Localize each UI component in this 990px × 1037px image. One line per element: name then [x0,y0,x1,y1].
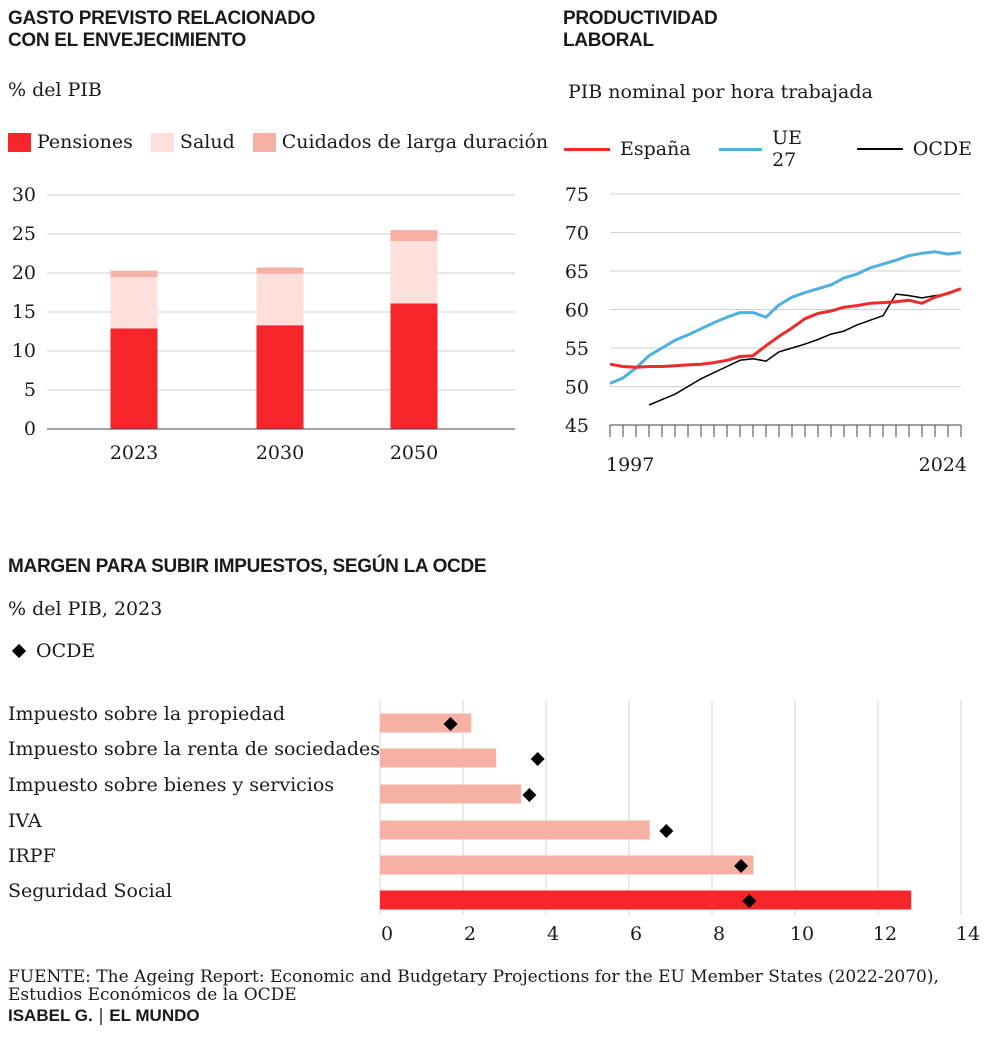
category-label: Impuesto sobre la renta de sociedades [8,738,380,760]
x-tick-label: 2024 [919,454,967,476]
legend-swatch-pensiones [8,132,31,152]
legend-swatch-cuidados [252,132,276,152]
line-series-españa [609,287,962,369]
bar [380,820,650,840]
category-label: Impuesto sobre bienes y servicios [8,774,334,796]
legend-line-ue27 [718,147,763,151]
bar-segment-2050-1 [390,241,438,304]
bar-segment-2023-1 [110,276,158,329]
footer: FUENTE: The Ageing Report: Economic and … [8,968,983,1025]
bar-segment-2023-0 [110,328,158,429]
x-tick-label: 8 [713,923,725,945]
ocde-marker [522,788,537,802]
x-tick-label: 2023 [110,442,158,464]
y-tick-label: 60 [565,300,589,322]
credit-line: ISABEL G. | EL MUNDO [8,1006,200,1026]
legend-item-espana: España [564,138,691,160]
y-tick-label: 15 [12,301,36,323]
tax-margin-bar-chart: 0 2 4 6 8 10 12 14 Impuesto sobre la propiedad Im… [8,700,980,945]
right-chart-title: PRODUCTIVIDAD LABORAL [563,8,718,51]
legend-item-pensiones: Pensiones [8,131,133,153]
y-tick-label: 65 [565,261,589,283]
y-tick-label: 25 [12,223,36,245]
x-tick-label: 0 [381,923,393,945]
category-label: Impuesto sobre la propiedad [8,703,285,725]
y-tick-label: 5 [24,379,36,401]
legend-item-ue27: UE 27 [718,127,829,171]
x-tick-label: 2030 [256,442,304,464]
y-tick-label: 45 [565,415,589,437]
x-tick-label: 10 [790,923,814,945]
left-chart-title: GASTO PREVISTO RELACIONADO CON EL ENVEJE… [8,8,316,51]
bar-segment-2030-1 [256,273,304,326]
bar [380,890,912,910]
y-tick-label: 75 [565,184,589,206]
legend-line-espana [564,147,610,151]
legend-line-ocde [856,148,903,150]
x-tick-label: 1997 [606,454,654,476]
bar-segment-2023-2 [110,270,158,277]
bar-segment-2050-0 [390,303,438,429]
category-label: IRPF [8,845,56,867]
legend-swatch-salud [150,132,174,152]
x-tick-label: 14 [956,923,980,945]
bottom-chart-title: MARGEN PARA SUBIR IMPUESTOS, SEGÚN LA OC… [8,556,487,577]
y-tick-label: 20 [12,262,36,284]
ocde-marker [742,894,757,908]
y-tick-label: 0 [24,418,36,440]
y-tick-label: 50 [565,377,589,399]
left-chart-legend: Pensiones Salud Cuidados de larga duraci… [8,131,566,153]
category-label: Seguridad Social [8,880,172,902]
bar-segment-2050-2 [390,230,438,242]
legend-item-salud: Salud [150,131,235,153]
y-tick-label: 10 [12,340,36,362]
bar-segment-2030-0 [256,325,304,429]
bar [380,713,472,733]
right-chart-legend: España UE 27 OCDE [564,127,990,171]
left-chart-subtitle: % del PIB [8,79,102,101]
productivity-line-chart: 45 50 55 60 65 70 75 1997 2024 [565,184,967,476]
x-tick-label: 6 [630,923,642,945]
bar [380,784,522,804]
source-note: FUENTE: The Ageing Report: Economic and … [8,967,939,1005]
x-tick-label: 2050 [390,442,438,464]
legend-item-cuidados: Cuidados de larga duración [252,131,548,153]
y-tick-label: 30 [12,184,36,206]
ocde-marker [530,752,545,766]
x-tick-label: 12 [873,923,897,945]
bar-segment-2030-2 [256,267,304,274]
line-series-ocde [648,293,949,406]
bottom-chart-legend: OCDE [11,640,95,662]
ocde-marker [443,717,458,731]
ocde-marker [734,859,749,873]
y-tick-label: 70 [565,223,589,245]
line-series-ue-27 [609,250,962,385]
bar [380,855,754,875]
right-chart-subtitle: PIB nominal por hora trabajada [568,81,873,103]
bar [380,748,497,768]
x-tick-label: 4 [547,923,559,945]
category-label: IVA [8,810,42,832]
x-tick-label: 2 [464,923,476,945]
y-tick-label: 55 [565,338,589,360]
bottom-chart-subtitle: % del PIB, 2023 [8,598,163,620]
legend-item-ocde: OCDE [856,138,972,160]
stacked-bar-chart: 0 5 10 15 20 25 30 2023 2030 2050 [12,184,515,464]
ocde-marker [659,824,674,838]
